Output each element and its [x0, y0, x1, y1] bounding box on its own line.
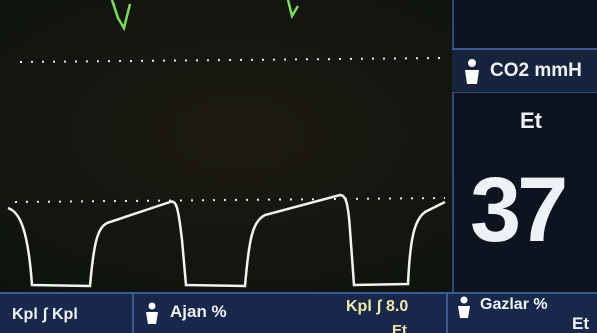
separator [446, 292, 448, 333]
ventilation-label: Kpl ʃ Kpl [12, 306, 78, 324]
person-icon [462, 58, 482, 84]
co2-waveform [8, 195, 445, 286]
co2-value: 37 [470, 158, 564, 263]
agent-sub-label: Et [392, 322, 407, 333]
co2-sub-label: Et [520, 108, 542, 134]
dotted-scale-line [15, 198, 445, 202]
co2-label: CO2 mmH [490, 60, 582, 82]
green-trace [112, 0, 298, 28]
person-icon [456, 296, 472, 318]
agent-label: Ajan % [170, 302, 227, 322]
agent-setting: Kpl ʃ 8.0 [346, 298, 408, 316]
co2-panel-header: CO2 mmH [452, 48, 597, 93]
dotted-scale-line [20, 58, 445, 62]
person-icon [144, 302, 160, 324]
gas-sub-label: Et [572, 314, 589, 333]
monitor-screen: CO2 mmH Et 37 Kpl ʃ Kpl Ajan % Kpl ʃ 8.0… [0, 0, 597, 333]
separator [132, 292, 134, 333]
waveform-area [0, 0, 452, 292]
gas-label: Gazlar % [480, 296, 548, 314]
